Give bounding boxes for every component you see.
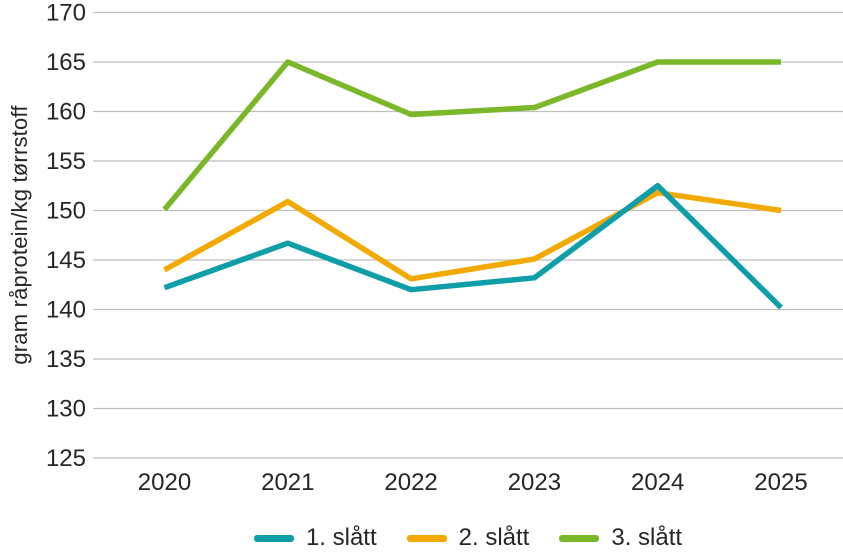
legend-label-3-slatt: 3. slått [611,524,683,551]
y-axis-title: gram råprotein/kg tørrstoff [7,105,32,365]
legend-swatch-3-slatt-icon [559,534,600,542]
legend-item-1-slatt: 1. slått [253,524,377,552]
x-tick-label: 2025 [754,469,807,496]
y-tick-label: 155 [46,148,86,175]
x-tick-label: 2022 [384,469,437,496]
y-tick-label: 130 [46,396,86,423]
x-tick-label: 2024 [631,469,684,496]
y-tick-label: 160 [46,99,86,126]
y-tick-label: 135 [46,346,86,373]
x-tick-label: 2023 [508,469,561,496]
y-tick-label: 150 [46,198,86,225]
x-tick-label: 2021 [261,469,314,496]
x-tick-label: 2020 [138,469,191,496]
legend-label-2-slatt: 2. slått [458,524,530,551]
y-tick-label: 125 [46,445,86,472]
legend: 1. slått 2. slått 3. slått [93,521,843,553]
y-tick-label: 145 [46,247,86,274]
legend-item-3-slatt: 3. slått [559,524,682,552]
y-tick-label: 140 [46,297,86,324]
y-tick-label: 170 [46,0,86,27]
legend-swatch-1-slatt-icon [253,534,294,542]
legend-label-1-slatt: 1. slått [305,524,377,551]
series-line-2-slatt [163,189,782,282]
legend-item-2-slatt: 2. slått [406,524,530,552]
y-tick-label: 165 [46,49,86,76]
series-line-3-slatt [162,59,781,212]
legend-swatch-2-slatt-icon [406,534,447,542]
series-line-1-slatt [163,183,783,310]
